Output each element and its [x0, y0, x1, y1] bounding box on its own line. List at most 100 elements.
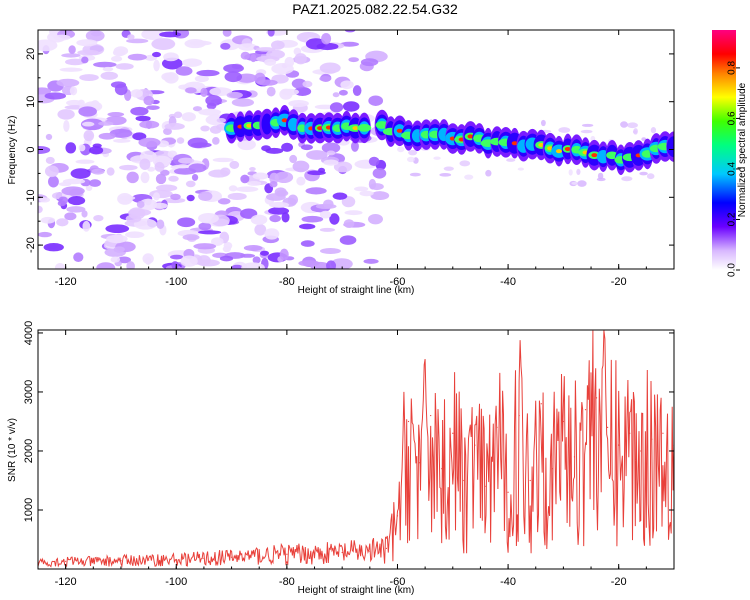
- spectrogram-noise-cell: [558, 127, 571, 133]
- spectrogram-noise-cell: [38, 231, 52, 238]
- spectrogram-noise-cell: [113, 138, 131, 143]
- spectrogram-noise-cell: [288, 99, 309, 108]
- spectrogram-noise-cell: [163, 197, 186, 204]
- spectrogram-noise-cell: [79, 74, 99, 81]
- spectrogram-ridge-cell: [606, 151, 618, 160]
- spectrogram-noise-cell: [119, 164, 138, 171]
- spectrogram-noise-cell: [170, 193, 181, 201]
- spectrogram-noise-cell: [61, 53, 81, 58]
- spectrogram-noise-cell: [281, 142, 294, 152]
- spectrogram-noise-cell: [40, 216, 56, 224]
- spectrogram-noise-cell: [167, 150, 178, 158]
- spectrogram-ridge-cell: [666, 136, 674, 158]
- spectrogram-noise-cell: [223, 64, 244, 73]
- spectrogram-noise-cell: [229, 160, 240, 169]
- spectrogram-noise-cell: [322, 199, 334, 209]
- spectrogram-noise-cell: [319, 210, 332, 219]
- spectrogram-noise-cell: [98, 132, 116, 140]
- spectrogram-noise-cell: [266, 49, 285, 59]
- spectrogram-noise-cell: [48, 175, 59, 188]
- spectrogram-noise-cell: [127, 34, 135, 40]
- spectrogram-noise-cell: [621, 176, 633, 182]
- spectrogram-ridge-cell: [357, 124, 372, 132]
- spectrogram-noise-cell: [211, 237, 224, 246]
- snr-x-tick-label: -40: [500, 576, 516, 588]
- colorbar-tick-label: 0.8: [727, 61, 738, 75]
- spectrogram-noise-cell: [359, 190, 374, 197]
- spectrogram-noise-cell: [83, 130, 95, 142]
- spectrogram-noise-cell: [194, 75, 209, 83]
- spectrogram-peak-cell: [467, 134, 474, 139]
- colorbar-ticks: 0.0 0.2 0.4 0.6 0.8: [727, 61, 740, 277]
- spectrogram-noise-cell: [163, 72, 179, 84]
- spectrogram-noise-cell: [339, 41, 360, 47]
- spectrogram-noise-cell: [171, 261, 179, 269]
- spectrogram-noise-cell: [301, 215, 324, 223]
- spectrogram-noise-cell: [69, 86, 78, 96]
- spectrogram-noise-cell: [292, 160, 310, 173]
- spectrogram-noise-cell: [110, 256, 121, 263]
- spectrogram-noise-cell: [408, 149, 418, 156]
- spectrogram-noise-cell: [139, 120, 160, 129]
- spectrogram-noise-cell: [269, 172, 279, 184]
- spectrogram-noise-cell: [326, 260, 337, 269]
- spectrogram-peak-cell: [511, 141, 518, 146]
- spectrogram-noise-cell: [296, 176, 306, 186]
- spectrogram-x-tick-label: -20: [611, 276, 627, 288]
- snr-point: [507, 491, 509, 493]
- spectrogram-noise-cell: [372, 167, 387, 179]
- spectrogram-x-ticks: -120 -100 -80 -60 -40 -20: [37, 30, 675, 288]
- spectrogram-noise-cell: [439, 173, 452, 177]
- spectrogram-noise-cell: [38, 87, 52, 95]
- spectrogram-noise-cell: [127, 53, 147, 61]
- spectrogram-noise-cell: [128, 208, 152, 216]
- colorbar-tick-label: 0.2: [727, 212, 738, 226]
- spectrogram-noise-cell: [142, 253, 154, 265]
- spectrogram-noise-cell: [130, 106, 149, 116]
- spectrogram-noise-cell: [367, 213, 383, 225]
- spectrogram-noise-cell: [626, 122, 638, 129]
- spectrogram-noise-cell: [85, 184, 93, 192]
- spectrogram-noise-cell: [368, 95, 384, 106]
- spectrogram-noise-cell: [132, 132, 147, 141]
- snr-x-tick-label: -120: [55, 576, 77, 588]
- spectrogram-noise-cell: [280, 88, 299, 96]
- spectrogram-noise-cell: [113, 246, 125, 253]
- spectrogram-noise-cell: [319, 75, 332, 82]
- spectrogram-noise-cell: [185, 87, 197, 94]
- spectrogram-noise-cell: [170, 254, 184, 260]
- spectrogram-noise-cell: [77, 49, 100, 56]
- snr-point: [230, 556, 233, 558]
- spectrogram-noise-cell: [198, 191, 213, 202]
- snr-point: [562, 420, 564, 423]
- spectrogram-noise-cell: [330, 258, 353, 269]
- spectrogram-noise-cell: [135, 115, 151, 122]
- spectrogram-noise-cell: [82, 220, 91, 232]
- spectrogram-y-axis-label: Frequency (Hz): [7, 116, 18, 185]
- spectrogram-noise-cell: [226, 91, 243, 99]
- spectrogram-noise-cell: [198, 108, 222, 116]
- spectrogram-noise-cell: [138, 137, 161, 148]
- spectrogram-noise-cell: [363, 258, 379, 264]
- snr-point: [452, 432, 454, 434]
- spectrogram-noise-cell: [252, 256, 261, 264]
- spectrogram-noise-cell: [340, 80, 354, 90]
- snr-y-tick-label: 2000: [23, 439, 35, 463]
- spectrogram-noise-cell: [352, 85, 362, 97]
- spectrogram-noise-cell: [305, 187, 327, 195]
- spectrogram-noise-cell: [506, 158, 516, 162]
- colorbar-tick-label: 0.4: [727, 162, 738, 176]
- spectrogram-y-tick-label: 20: [25, 48, 37, 60]
- spectrogram-noise-cell: [254, 223, 267, 236]
- spectrogram-noise-cell: [329, 102, 344, 113]
- spectrogram-noise-cell: [163, 128, 172, 136]
- spectrogram-noise-cell: [650, 127, 657, 134]
- spectrogram-noise-cell: [231, 264, 243, 269]
- spectrogram-noise-cell: [45, 156, 55, 165]
- spectrogram-noise-cell: [90, 31, 102, 37]
- spectrogram-noise-cell: [250, 54, 257, 63]
- spectrogram-noise-cell: [321, 33, 332, 45]
- snr-point: [385, 547, 388, 549]
- spectrogram-noise-cell: [264, 58, 277, 66]
- spectrogram-peak-cell: [396, 128, 403, 133]
